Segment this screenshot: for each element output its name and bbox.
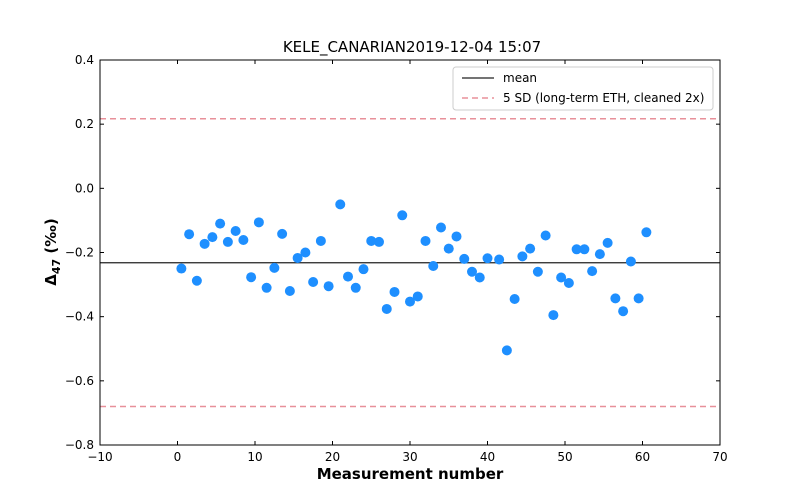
data-point bbox=[602, 237, 613, 248]
data-point bbox=[556, 272, 567, 283]
data-point bbox=[525, 243, 536, 254]
y-tick-label: −0.4 bbox=[65, 310, 94, 324]
x-tick-label: 20 bbox=[325, 450, 340, 464]
x-tick-label: 50 bbox=[557, 450, 572, 464]
x-tick-label: −10 bbox=[87, 450, 112, 464]
y-axis-label: Δ47 (‰) bbox=[42, 218, 63, 285]
data-point bbox=[176, 263, 187, 274]
data-point bbox=[501, 345, 512, 356]
x-tick-label: 70 bbox=[712, 450, 727, 464]
data-point bbox=[308, 277, 319, 288]
data-point bbox=[579, 244, 590, 255]
x-tick-label: 30 bbox=[402, 450, 417, 464]
data-point bbox=[397, 210, 408, 221]
y-tick-label: −0.2 bbox=[65, 246, 94, 260]
plot-frame bbox=[99, 59, 721, 446]
y-tick-label: 0.4 bbox=[75, 53, 94, 67]
data-point bbox=[482, 253, 493, 264]
y-axis-label-subscript: 47 bbox=[50, 259, 63, 274]
sd-band-lines bbox=[100, 117, 720, 408]
data-point bbox=[343, 271, 353, 282]
data-point bbox=[412, 291, 423, 302]
data-point bbox=[215, 218, 226, 229]
data-point bbox=[350, 282, 361, 293]
data-point bbox=[532, 266, 543, 277]
data-point bbox=[246, 272, 257, 283]
legend-sd-label: 5 SD (long-term ETH, cleaned 2x) bbox=[503, 91, 704, 105]
data-point bbox=[443, 243, 454, 254]
data-point bbox=[315, 235, 326, 246]
data-point bbox=[358, 264, 369, 275]
data-point bbox=[548, 310, 559, 321]
data-point bbox=[587, 266, 598, 277]
data-points bbox=[176, 199, 652, 356]
data-point bbox=[230, 226, 241, 237]
x-tick-label: 10 bbox=[247, 450, 262, 464]
y-axis-ticks: −0.8 −0.6 −0.4 −0.2 0.0 0.2 0.4 bbox=[65, 53, 720, 452]
data-point bbox=[641, 227, 652, 238]
y-axis-label-symbol: Δ bbox=[42, 274, 60, 286]
legend-box bbox=[452, 66, 714, 111]
data-point bbox=[184, 229, 195, 240]
data-point bbox=[459, 253, 470, 264]
data-point bbox=[374, 236, 384, 247]
data-point bbox=[467, 266, 477, 277]
x-axis-ticks: −10 0 10 20 30 40 50 60 70 bbox=[87, 60, 728, 464]
x-tick-label: 40 bbox=[480, 450, 495, 464]
y-tick-label: −0.6 bbox=[65, 374, 94, 388]
y-tick-label: 0.0 bbox=[75, 181, 94, 195]
data-point bbox=[610, 293, 621, 304]
data-point bbox=[284, 286, 295, 296]
data-point bbox=[389, 286, 400, 297]
x-tick-label: 60 bbox=[635, 450, 650, 464]
data-point bbox=[277, 228, 288, 239]
data-point bbox=[625, 256, 636, 267]
data-point bbox=[222, 236, 233, 247]
chart-title: KELE_CANARIAN2019-12-04 15:07 bbox=[283, 38, 541, 57]
x-tick-label: 0 bbox=[174, 450, 182, 464]
data-point bbox=[633, 293, 644, 304]
data-point bbox=[428, 260, 439, 271]
data-point bbox=[571, 244, 582, 255]
legend: mean 5 SD (long-term ETH, cleaned 2x) bbox=[452, 66, 714, 111]
data-point bbox=[451, 231, 462, 242]
data-point bbox=[405, 296, 415, 307]
data-point bbox=[335, 199, 346, 210]
data-point bbox=[509, 294, 520, 305]
data-point bbox=[238, 234, 249, 245]
data-point bbox=[517, 251, 528, 262]
x-axis-label: Measurement number bbox=[317, 465, 504, 483]
data-point bbox=[594, 249, 605, 260]
data-point bbox=[199, 238, 210, 249]
y-tick-label: −0.8 bbox=[65, 438, 94, 452]
data-point bbox=[269, 262, 280, 273]
y-axis-label-unit: (‰) bbox=[42, 218, 60, 259]
data-point bbox=[323, 281, 334, 292]
y-tick-label: 0.2 bbox=[75, 117, 94, 131]
data-point bbox=[292, 252, 303, 263]
data-point bbox=[436, 222, 446, 233]
data-point bbox=[494, 254, 505, 265]
data-point bbox=[420, 235, 431, 246]
data-point bbox=[191, 275, 202, 286]
data-point bbox=[261, 282, 272, 293]
data-point bbox=[253, 217, 264, 228]
data-point bbox=[563, 277, 574, 288]
data-point bbox=[474, 272, 485, 283]
data-point bbox=[207, 232, 218, 243]
data-point bbox=[300, 247, 311, 258]
data-point bbox=[540, 230, 551, 241]
data-point bbox=[366, 235, 377, 246]
data-point bbox=[381, 303, 392, 314]
legend-mean-label: mean bbox=[503, 71, 537, 85]
data-point bbox=[618, 306, 629, 317]
